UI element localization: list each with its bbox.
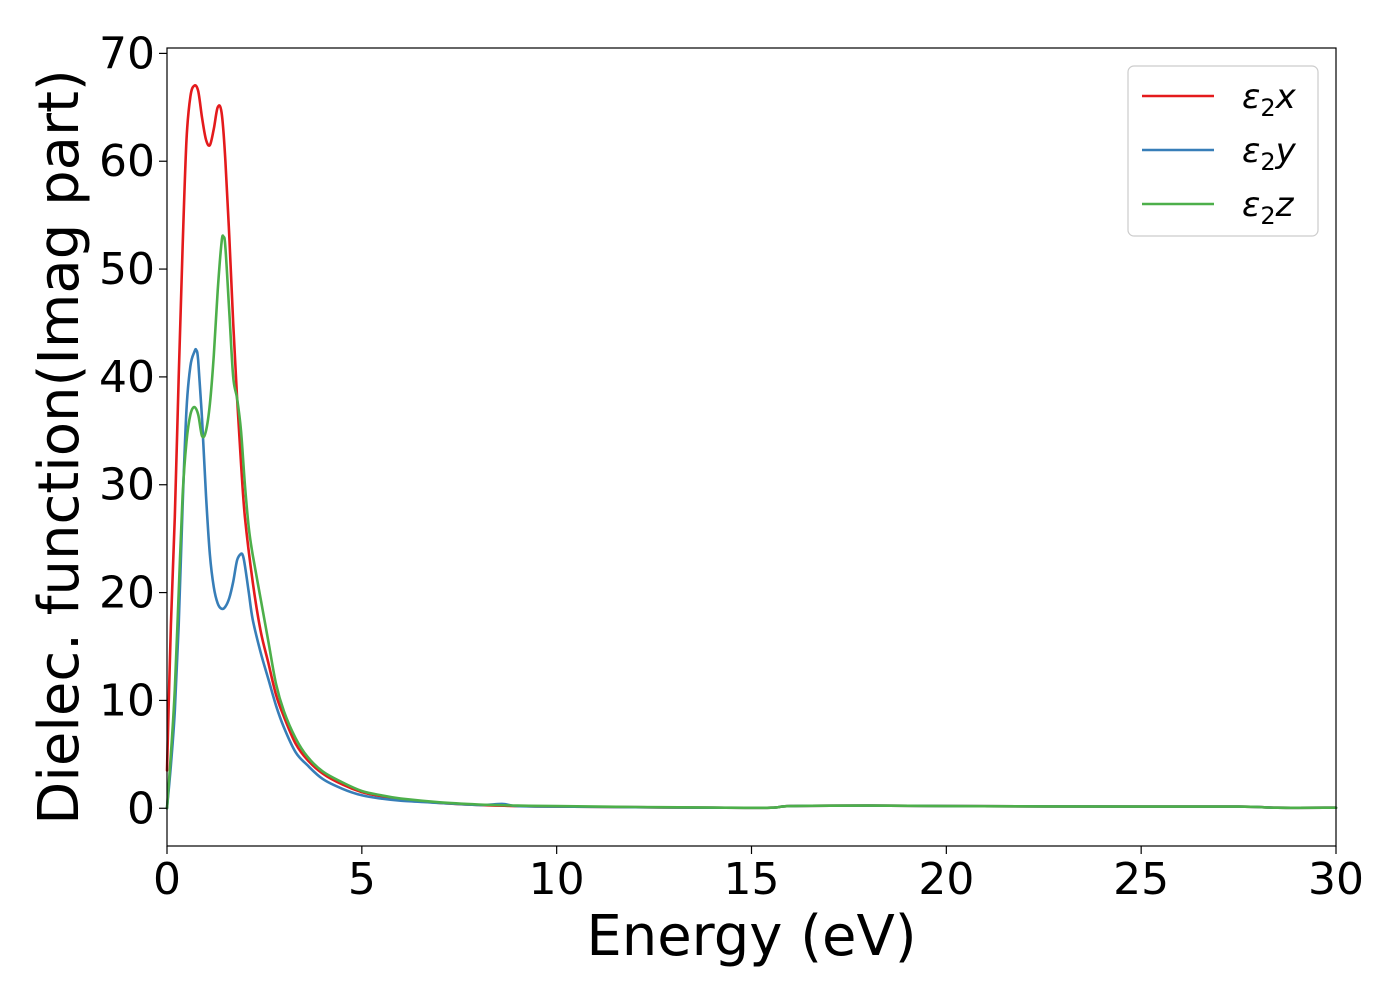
- x-axis-title: Energy (eV): [586, 904, 916, 969]
- legend-box: [1127, 65, 1319, 237]
- y-tick-label: 20: [99, 568, 155, 619]
- legend-label: ε2x: [1242, 77, 1297, 122]
- y-tick-label: 70: [99, 28, 155, 79]
- x-tick-label: 30: [1308, 854, 1364, 905]
- x-tick-label: 10: [529, 854, 585, 905]
- y-tick-label: 30: [99, 460, 155, 511]
- x-tick-label: 0: [153, 854, 181, 905]
- y-tick-label: 40: [99, 352, 155, 403]
- y-axis-title: Dielec. function(Imag part): [27, 69, 92, 825]
- series-line-3: [165, 234, 1338, 810]
- x-tick-label: 20: [918, 854, 974, 905]
- legend: ε2x ε2y ε2z: [1127, 65, 1319, 237]
- y-axis: 0 10 20 30 40 50 60 70: [99, 28, 167, 834]
- legend-label: ε2z: [1242, 185, 1295, 230]
- y-tick-label: 50: [99, 244, 155, 295]
- x-tick-label: 25: [1113, 854, 1169, 905]
- y-tick-label: 60: [99, 136, 155, 187]
- x-tick-label: 5: [348, 854, 376, 905]
- legend-label: ε2y: [1242, 131, 1297, 176]
- series-layer: [165, 84, 1338, 810]
- x-tick-label: 15: [724, 854, 780, 905]
- y-tick-label: 10: [99, 675, 155, 726]
- x-axis: 0 5 10 15 20 25 30: [153, 846, 1364, 905]
- y-tick-label: 0: [127, 783, 155, 834]
